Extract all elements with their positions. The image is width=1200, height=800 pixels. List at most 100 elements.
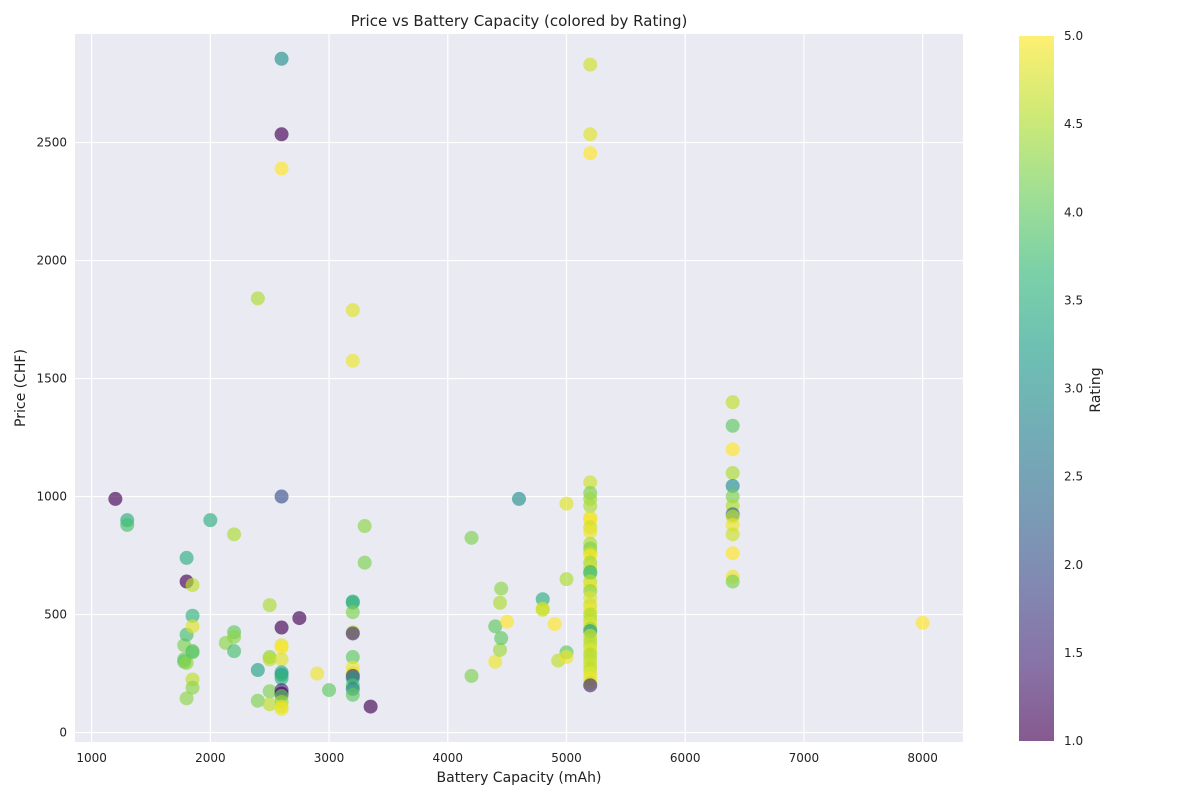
x-tick-label: 6000 — [670, 751, 701, 765]
data-point — [179, 655, 194, 670]
data-point — [725, 395, 740, 410]
data-point — [262, 697, 277, 712]
data-point — [250, 693, 265, 708]
y-tick-label: 2000 — [36, 254, 67, 268]
data-point — [535, 602, 550, 617]
data-point — [345, 303, 360, 318]
data-point — [185, 619, 200, 634]
data-points — [108, 51, 930, 716]
data-point — [512, 491, 526, 506]
data-point — [583, 524, 598, 539]
x-tick-label: 2000 — [195, 751, 226, 765]
data-point — [583, 475, 598, 490]
data-point — [250, 291, 265, 306]
data-point — [345, 687, 360, 702]
data-point — [345, 626, 360, 641]
data-point — [203, 513, 218, 528]
data-point — [725, 527, 740, 542]
data-point — [179, 691, 194, 706]
colorbar-tick-label: 4.5 — [1064, 117, 1083, 131]
colorbar-tick-label: 4.0 — [1064, 205, 1083, 219]
x-tick-label: 7000 — [789, 751, 820, 765]
data-point — [345, 353, 360, 368]
data-point — [322, 683, 337, 698]
data-point — [108, 491, 123, 506]
x-axis-ticks: 1000 2000 3000 4000 5000 6000 7000 8000 — [76, 751, 938, 765]
data-point — [345, 605, 360, 620]
data-point — [725, 546, 740, 561]
data-point — [559, 650, 574, 665]
data-point — [725, 574, 740, 589]
data-point — [185, 608, 200, 623]
colorbar-tick-label: 2.0 — [1064, 558, 1083, 572]
data-point — [227, 527, 242, 542]
data-point — [583, 678, 598, 693]
data-point — [493, 595, 508, 610]
x-axis-label: Battery Capacity (mAh) — [437, 770, 602, 786]
data-point — [725, 465, 740, 480]
y-tick-label: 2500 — [36, 136, 67, 150]
grid-lines — [75, 34, 963, 742]
data-point — [274, 652, 289, 667]
data-point — [725, 418, 740, 433]
data-point — [274, 161, 289, 176]
colorbar-tick-label: 1.0 — [1064, 734, 1083, 748]
data-point — [262, 684, 277, 699]
data-point — [310, 666, 325, 681]
data-point — [227, 629, 242, 644]
data-point — [185, 680, 200, 695]
data-point — [725, 478, 740, 493]
data-point — [494, 631, 509, 646]
colorbar — [1019, 36, 1054, 741]
x-tick-label: 8000 — [907, 751, 938, 765]
data-point — [274, 620, 289, 635]
data-point — [185, 645, 200, 660]
data-point — [547, 617, 562, 631]
data-point — [274, 127, 289, 142]
data-point — [274, 701, 289, 716]
data-point — [262, 598, 277, 613]
data-point — [464, 668, 479, 683]
colorbar-tick-label: 3.0 — [1064, 382, 1083, 396]
y-tick-label: 500 — [44, 608, 67, 622]
data-point — [725, 442, 740, 457]
data-point — [500, 614, 515, 629]
chart-title: Price vs Battery Capacity (colored by Ra… — [351, 12, 688, 30]
data-point — [274, 640, 289, 655]
data-point — [274, 51, 289, 66]
colorbar-tick-label: 5.0 — [1064, 29, 1083, 43]
colorbar-tick-label: 1.5 — [1064, 646, 1083, 660]
data-point — [179, 550, 194, 565]
data-point — [488, 619, 503, 634]
x-tick-label: 4000 — [432, 751, 463, 765]
data-point — [227, 644, 242, 659]
x-tick-label: 1000 — [76, 751, 107, 765]
data-point — [583, 499, 598, 513]
data-point — [363, 699, 378, 714]
data-point — [915, 615, 930, 630]
data-point — [559, 572, 574, 587]
data-point — [345, 650, 360, 665]
data-point — [274, 671, 289, 686]
data-point — [494, 581, 509, 596]
colorbar-tick-label: 3.5 — [1064, 293, 1083, 307]
data-point — [493, 642, 508, 657]
y-axis-label: Price (CHF) — [13, 349, 29, 427]
y-tick-label: 1000 — [36, 490, 67, 504]
y-axis-ticks: 0 500 1000 1500 2000 2500 — [36, 136, 67, 740]
colorbar-ticks: 1.0 1.5 2.0 2.5 3.0 3.5 4.0 4.5 5.0 — [1064, 29, 1083, 748]
data-point — [292, 611, 307, 626]
data-point — [583, 57, 598, 72]
y-tick-label: 1500 — [36, 372, 67, 386]
data-point — [357, 555, 372, 570]
data-point — [559, 496, 574, 511]
data-point — [120, 517, 135, 532]
data-point — [357, 519, 372, 534]
data-point — [185, 578, 200, 593]
y-tick-label: 0 — [59, 726, 67, 740]
data-point — [488, 654, 503, 669]
data-point — [250, 663, 265, 678]
x-tick-label: 5000 — [551, 751, 582, 765]
data-point — [583, 146, 598, 161]
